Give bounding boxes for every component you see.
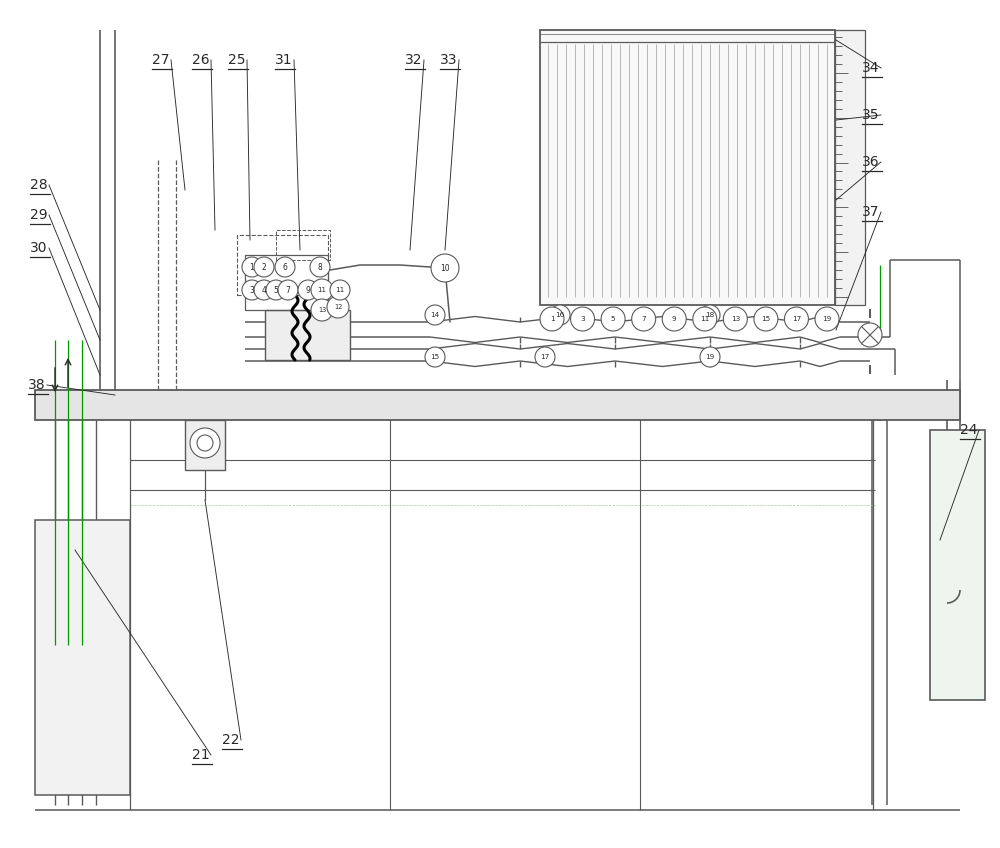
Text: 17: 17 [792, 316, 801, 322]
Circle shape [571, 307, 595, 331]
Text: 30: 30 [30, 241, 48, 255]
Text: 21: 21 [192, 748, 210, 762]
Text: 24: 24 [960, 423, 978, 437]
Text: 3: 3 [580, 316, 585, 322]
Bar [265, 310, 350, 360]
Bar [276, 230, 330, 260]
Text: 9: 9 [306, 286, 310, 294]
Circle shape [858, 323, 882, 347]
Text: 11: 11 [335, 287, 345, 293]
Text: 34: 34 [862, 61, 880, 75]
Circle shape [815, 307, 839, 331]
Text: 19: 19 [705, 354, 715, 360]
Circle shape [431, 254, 459, 282]
Text: 2: 2 [262, 263, 266, 271]
Text: 5: 5 [274, 286, 278, 294]
Circle shape [425, 305, 445, 325]
Bar [540, 30, 835, 305]
Text: 35: 35 [862, 108, 880, 122]
Circle shape [550, 305, 570, 325]
Circle shape [632, 307, 656, 331]
Text: 12: 12 [334, 304, 342, 310]
Text: 37: 37 [862, 205, 880, 219]
Text: 14: 14 [430, 312, 440, 318]
Text: 3: 3 [250, 286, 254, 294]
Text: 19: 19 [822, 316, 832, 322]
Text: 10: 10 [440, 264, 450, 272]
Circle shape [535, 347, 555, 367]
Text: 33: 33 [440, 53, 458, 67]
Circle shape [190, 428, 220, 458]
Text: 5: 5 [611, 316, 615, 322]
Text: 27: 27 [152, 53, 170, 67]
Circle shape [242, 257, 262, 277]
Text: 1: 1 [250, 263, 254, 271]
Text: 6: 6 [283, 263, 287, 271]
Text: 15: 15 [761, 316, 771, 322]
Circle shape [311, 299, 333, 321]
Text: 4: 4 [262, 286, 266, 294]
Text: 31: 31 [275, 53, 293, 67]
Circle shape [275, 257, 295, 277]
Circle shape [662, 307, 686, 331]
Text: 13: 13 [318, 307, 326, 313]
Text: 7: 7 [641, 316, 646, 322]
Circle shape [700, 305, 720, 325]
Text: 13: 13 [731, 316, 740, 322]
Text: 8: 8 [318, 263, 322, 271]
Text: 32: 32 [405, 53, 423, 67]
Circle shape [278, 280, 298, 300]
Bar [930, 430, 985, 700]
Text: 36: 36 [862, 155, 880, 169]
Circle shape [310, 257, 330, 277]
Text: 16: 16 [555, 312, 565, 318]
Bar [35, 390, 960, 420]
Text: 15: 15 [430, 354, 440, 360]
Text: 26: 26 [192, 53, 210, 67]
Text: 38: 38 [28, 378, 46, 392]
Bar [35, 520, 130, 795]
Text: 11: 11 [318, 287, 327, 293]
Text: 17: 17 [540, 354, 550, 360]
Circle shape [254, 280, 274, 300]
Circle shape [242, 280, 262, 300]
Text: 22: 22 [222, 733, 240, 747]
Circle shape [266, 280, 286, 300]
Text: 9: 9 [672, 316, 677, 322]
Circle shape [311, 279, 333, 301]
Circle shape [540, 307, 564, 331]
Circle shape [700, 347, 720, 367]
Circle shape [601, 307, 625, 331]
Bar [245, 255, 328, 310]
Bar [835, 30, 865, 305]
Bar [237, 235, 328, 295]
Circle shape [425, 347, 445, 367]
Text: 29: 29 [30, 208, 48, 222]
Circle shape [298, 280, 318, 300]
Text: 1: 1 [550, 316, 554, 322]
Circle shape [754, 307, 778, 331]
Circle shape [723, 307, 747, 331]
Bar [185, 420, 225, 470]
Circle shape [693, 307, 717, 331]
Text: 28: 28 [30, 178, 48, 192]
Circle shape [327, 296, 349, 318]
Circle shape [330, 280, 350, 300]
Text: 11: 11 [700, 316, 709, 322]
Text: 25: 25 [228, 53, 246, 67]
Text: 7: 7 [286, 286, 290, 294]
Circle shape [254, 257, 274, 277]
Circle shape [784, 307, 808, 331]
Text: 18: 18 [705, 312, 715, 318]
